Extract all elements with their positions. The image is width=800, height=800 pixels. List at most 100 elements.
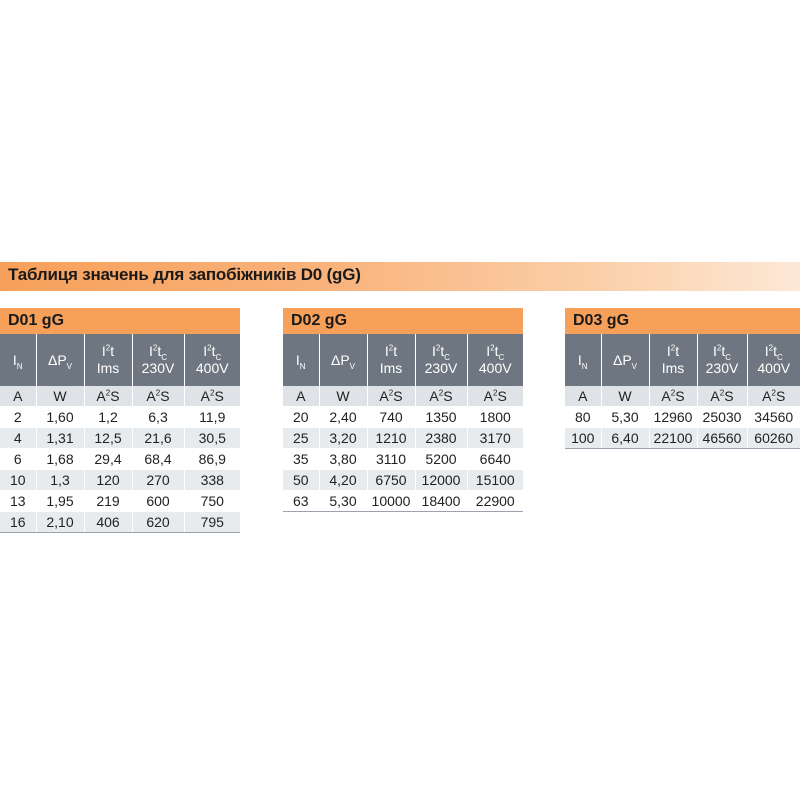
table-row: 25 3,20 1210 2380 3170 [283, 427, 523, 449]
unit-a2s: A2S [414, 386, 467, 407]
cell: 3,20 [318, 427, 367, 449]
title-bar: Таблиця значень для запобіжників D0 (gG) [0, 262, 800, 291]
table-row: 35 3,80 3110 5200 6640 [283, 448, 523, 470]
unit-a2s: A2S [466, 386, 523, 407]
unit-w: W [318, 386, 367, 407]
unit-a: A [283, 386, 319, 407]
col-i2tc-400: I2tC 400V [746, 334, 800, 386]
table-d02: D02 gG IN ΔPV I2t Ims I2tC 230V I2tC 400V A… [283, 308, 523, 512]
cell: 3170 [466, 427, 523, 449]
cell: 10000 [366, 490, 415, 512]
table-row: 10 1,3 120 270 338 [0, 469, 240, 491]
cell: 34560 [746, 406, 800, 428]
col-in: IN [565, 334, 601, 386]
cell: 219 [83, 490, 132, 512]
table-row: 13 1,95 219 600 750 [0, 490, 240, 512]
col-in: IN [283, 334, 319, 386]
cell: 2380 [414, 427, 467, 449]
cell: 5,30 [318, 490, 367, 512]
cell: 13 [0, 490, 36, 512]
cell: 5,30 [600, 406, 649, 428]
cell: 29,4 [83, 448, 132, 470]
cell: 46560 [696, 427, 747, 449]
cell: 2,10 [35, 511, 84, 533]
cell: 1,31 [35, 427, 84, 449]
cell: 10 [0, 469, 36, 491]
cell: 1,2 [83, 406, 132, 428]
cell: 1210 [366, 427, 415, 449]
cell: 20 [283, 406, 319, 428]
table-row: 16 2,10 406 620 795 [0, 511, 240, 533]
table-row: 4 1,31 12,5 21,6 30,5 [0, 427, 240, 449]
cell: 50 [283, 469, 319, 491]
cell: 6750 [366, 469, 415, 491]
cell: 80 [565, 406, 601, 428]
cell: 12960 [648, 406, 697, 428]
cell: 3110 [366, 448, 415, 470]
cell: 2 [0, 406, 36, 428]
col-dp: ΔPV [318, 334, 367, 386]
cell: 1350 [414, 406, 467, 428]
unit-a2s: A2S [366, 386, 415, 407]
unit-a2s: A2S [131, 386, 184, 407]
cell: 16 [0, 511, 36, 533]
col-dp: ΔPV [35, 334, 84, 386]
series-title: D02 gG [283, 308, 523, 334]
unit-a2s: A2S [696, 386, 747, 407]
cell: 120 [83, 469, 132, 491]
cell: 3,80 [318, 448, 367, 470]
table-row: 63 5,30 10000 18400 22900 [283, 490, 523, 512]
cell: 35 [283, 448, 319, 470]
col-i2tc-400: I2tC 400V [466, 334, 523, 386]
cell: 15100 [466, 469, 523, 491]
cell: 1800 [466, 406, 523, 428]
col-i2t: I2t Ims [648, 334, 697, 386]
cell: 1,68 [35, 448, 84, 470]
cell: 338 [183, 469, 240, 491]
cell: 5200 [414, 448, 467, 470]
cell: 795 [183, 511, 240, 533]
col-i2tc-230: I2tC 230V [696, 334, 747, 386]
col-i2tc-400: I2tC 400V [183, 334, 240, 386]
unit-w: W [600, 386, 649, 407]
cell: 12,5 [83, 427, 132, 449]
cell: 4 [0, 427, 36, 449]
col-i2tc-230: I2tC 230V [414, 334, 467, 386]
series-title: D03 gG [565, 308, 800, 334]
cell: 1,3 [35, 469, 84, 491]
unit-a2s: A2S [83, 386, 132, 407]
cell: 1,60 [35, 406, 84, 428]
cell: 86,9 [183, 448, 240, 470]
table-row: 2 1,60 1,2 6,3 11,9 [0, 406, 240, 428]
table-d01: D01 gG IN ΔPV I2t Ims I2tC 230V I2tC 400V A… [0, 308, 240, 533]
unit-a2s: A2S [746, 386, 800, 407]
col-i2t: I2t Ims [366, 334, 415, 386]
unit-a2s: A2S [648, 386, 697, 407]
cell: 25 [283, 427, 319, 449]
table-d03: D03 gG IN ΔPV I2t Ims I2tC 230V I2tC 400V A… [565, 308, 800, 449]
units-row: A W A2S A2S A2S [565, 386, 800, 407]
cell: 22100 [648, 427, 697, 449]
units-row: A W A2S A2S A2S [0, 386, 240, 407]
cell: 620 [131, 511, 184, 533]
cell: 2,40 [318, 406, 367, 428]
col-i2t: I2t Ims [83, 334, 132, 386]
unit-a: A [0, 386, 36, 407]
cell: 6 [0, 448, 36, 470]
series-title: D01 gG [0, 308, 240, 334]
cell: 270 [131, 469, 184, 491]
page-title: Таблиця значень для запобіжників D0 (gG) [8, 265, 361, 284]
cell: 6,3 [131, 406, 184, 428]
unit-w: W [35, 386, 84, 407]
cell: 12000 [414, 469, 467, 491]
table-row: 50 4,20 6750 12000 15100 [283, 469, 523, 491]
cell: 740 [366, 406, 415, 428]
cell: 406 [83, 511, 132, 533]
units-row: A W A2S A2S A2S [283, 386, 523, 407]
cell: 63 [283, 490, 319, 512]
cell: 4,20 [318, 469, 367, 491]
unit-a2s: A2S [183, 386, 240, 407]
col-in: IN [0, 334, 36, 386]
cell: 100 [565, 427, 601, 449]
cell: 60260 [746, 427, 800, 449]
